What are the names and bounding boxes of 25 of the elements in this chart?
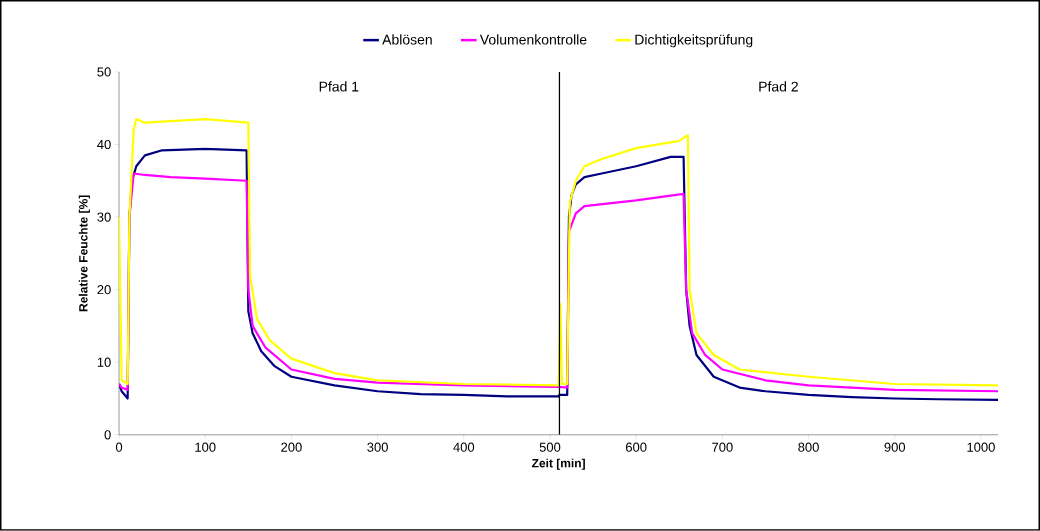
annotation: Pfad 2 — [759, 81, 798, 92]
annotation: Pfad 1 — [319, 81, 359, 92]
y-tick-label: 50 — [97, 67, 111, 77]
x-tick-label: 700 — [712, 442, 733, 452]
y-tick-label: 10 — [97, 357, 111, 367]
x-tick-label: 800 — [798, 442, 819, 452]
x-tick-label: 600 — [626, 442, 647, 452]
y-tick-label: 20 — [97, 285, 111, 295]
y-tick-label: 0 — [104, 430, 111, 440]
x-axis-title: Zeit [min] — [532, 458, 585, 470]
legend-label: Ablösen — [382, 34, 432, 45]
y-tick-label: 40 — [97, 140, 111, 150]
x-tick-label: 900 — [884, 442, 906, 452]
legend-label: Volumenkontrolle — [479, 34, 587, 45]
y-tick-label: 30 — [97, 212, 111, 222]
x-tick-label: 400 — [453, 442, 475, 452]
x-tick-label: 500 — [539, 442, 561, 452]
x-tick-label: 0 — [115, 442, 123, 452]
legend-label: Dichtigkeitsprüfung — [635, 34, 753, 48]
x-tick-label: 200 — [281, 442, 302, 452]
x-tick-label: 100 — [195, 442, 216, 452]
y-axis-title: Relative Feuchte [%] — [78, 195, 90, 312]
x-tick-label: 300 — [367, 442, 388, 452]
x-tick-label: 1000 — [967, 442, 995, 452]
line-series — [119, 118, 999, 387]
